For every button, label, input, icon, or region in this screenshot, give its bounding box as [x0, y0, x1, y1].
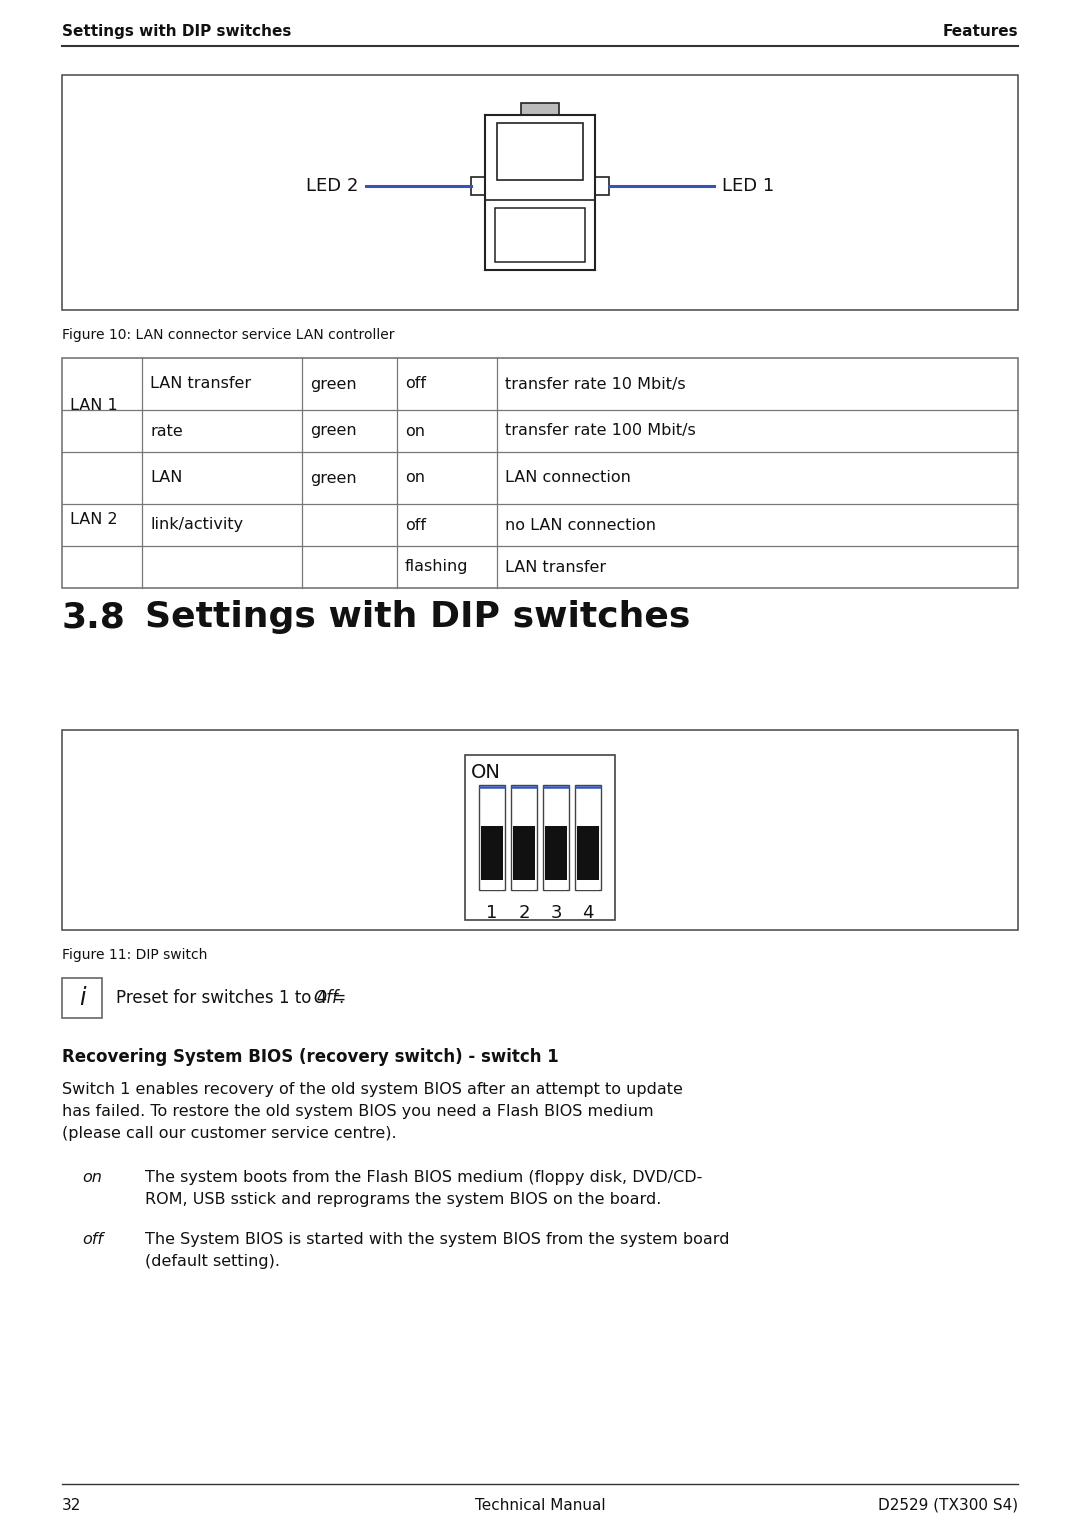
Text: Figure 10: LAN connector service LAN controller: Figure 10: LAN connector service LAN con…	[62, 328, 394, 342]
Text: 2: 2	[518, 903, 530, 922]
Text: Preset for switches 1 to 4 =: Preset for switches 1 to 4 =	[116, 989, 351, 1007]
Text: 3: 3	[550, 903, 562, 922]
Bar	[62, 75, 1018, 310]
Text: Features: Features	[943, 24, 1018, 40]
Text: 32: 32	[62, 1499, 81, 1512]
Text: off: off	[82, 1231, 103, 1247]
Text: (default setting).: (default setting).	[145, 1254, 280, 1270]
Bar	[481, 826, 503, 881]
Text: rate: rate	[150, 424, 183, 438]
Bar	[577, 826, 599, 881]
Text: LAN 2: LAN 2	[70, 513, 118, 528]
Bar	[495, 208, 585, 262]
Text: Technical Manual: Technical Manual	[475, 1499, 605, 1512]
Text: (please call our customer service centre).: (please call our customer service centre…	[62, 1126, 396, 1141]
Text: LAN transfer: LAN transfer	[150, 377, 252, 392]
Text: Figure 11: DIP switch: Figure 11: DIP switch	[62, 948, 207, 961]
Text: off: off	[405, 517, 426, 533]
Text: .: .	[338, 989, 343, 1007]
Text: LED 1: LED 1	[723, 177, 774, 195]
Text: link/activity: link/activity	[150, 517, 243, 533]
Text: The System BIOS is started with the system BIOS from the system board: The System BIOS is started with the syst…	[145, 1231, 729, 1247]
Bar	[62, 978, 102, 1018]
Text: LAN connection: LAN connection	[505, 470, 631, 485]
Text: Settings with DIP switches: Settings with DIP switches	[62, 24, 292, 40]
Bar	[545, 882, 567, 890]
Bar	[480, 784, 505, 890]
Bar	[497, 124, 583, 180]
Text: no LAN connection: no LAN connection	[505, 517, 656, 533]
Text: Settings with DIP switches: Settings with DIP switches	[145, 600, 690, 633]
Text: has failed. To restore the old system BIOS you need a Flash BIOS medium: has failed. To restore the old system BI…	[62, 1103, 653, 1119]
Text: ON: ON	[471, 763, 501, 781]
Bar	[543, 784, 569, 890]
Text: flashing: flashing	[405, 560, 469, 574]
Text: green: green	[310, 470, 356, 485]
Text: LAN transfer: LAN transfer	[505, 560, 606, 574]
Text: 1: 1	[486, 903, 498, 922]
Text: Recovering System BIOS (recovery switch) - switch 1: Recovering System BIOS (recovery switch)…	[62, 1048, 558, 1067]
Bar	[511, 784, 537, 890]
Bar	[481, 882, 503, 890]
Bar	[465, 755, 615, 920]
Bar	[521, 102, 559, 114]
Bar	[575, 784, 600, 890]
Bar	[62, 359, 1018, 588]
Bar	[513, 882, 535, 890]
Text: The system boots from the Flash BIOS medium (floppy disk, DVD/CD-: The system boots from the Flash BIOS med…	[145, 1170, 702, 1186]
Text: Off: Off	[313, 989, 338, 1007]
Text: green: green	[310, 377, 356, 392]
Text: 3.8: 3.8	[62, 600, 126, 633]
Text: Switch 1 enables recovery of the old system BIOS after an attempt to update: Switch 1 enables recovery of the old sys…	[62, 1082, 683, 1097]
Text: LAN 1: LAN 1	[70, 397, 118, 412]
Text: transfer rate 10 Mbit/s: transfer rate 10 Mbit/s	[505, 377, 686, 392]
Text: on: on	[405, 424, 426, 438]
Text: on: on	[405, 470, 426, 485]
Text: transfer rate 100 Mbit/s: transfer rate 100 Mbit/s	[505, 424, 696, 438]
Bar	[577, 882, 599, 890]
Text: on: on	[82, 1170, 102, 1186]
Bar	[545, 826, 567, 881]
Text: ROM, USB sstick and reprograms the system BIOS on the board.: ROM, USB sstick and reprograms the syste…	[145, 1192, 661, 1207]
Text: i: i	[79, 986, 85, 1010]
Text: LED 2: LED 2	[306, 177, 357, 195]
Text: LAN: LAN	[150, 470, 183, 485]
Text: green: green	[310, 424, 356, 438]
Text: off: off	[405, 377, 426, 392]
Bar	[595, 177, 609, 195]
Bar	[471, 177, 485, 195]
Bar	[62, 729, 1018, 929]
Text: 4: 4	[582, 903, 594, 922]
Bar	[513, 826, 535, 881]
Text: D2529 (TX300 S4): D2529 (TX300 S4)	[878, 1499, 1018, 1512]
